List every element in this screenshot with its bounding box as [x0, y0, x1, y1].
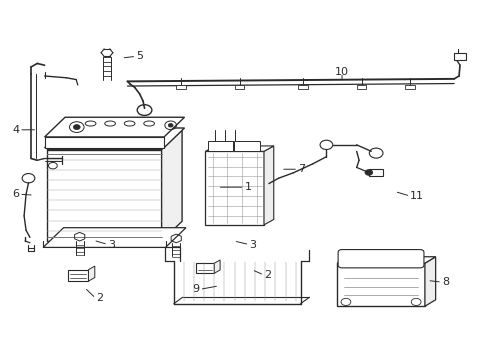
Bar — [368, 168, 383, 176]
Polygon shape — [336, 263, 424, 306]
Text: 3: 3 — [108, 239, 115, 249]
Polygon shape — [424, 257, 435, 306]
Polygon shape — [214, 260, 220, 273]
Polygon shape — [47, 149, 161, 241]
Bar — [298, 85, 307, 89]
Text: 4: 4 — [12, 125, 19, 135]
Bar — [405, 85, 414, 89]
Circle shape — [168, 123, 173, 127]
Text: 6: 6 — [12, 189, 19, 199]
Polygon shape — [205, 151, 264, 225]
Polygon shape — [88, 266, 95, 281]
Text: 7: 7 — [298, 164, 305, 174]
Text: 5: 5 — [136, 51, 143, 61]
Polygon shape — [43, 228, 185, 247]
Polygon shape — [68, 270, 88, 281]
FancyBboxPatch shape — [337, 249, 423, 268]
Text: 11: 11 — [409, 191, 424, 201]
Polygon shape — [336, 257, 435, 263]
Text: 1: 1 — [244, 182, 251, 192]
Polygon shape — [264, 146, 273, 225]
Text: 9: 9 — [192, 284, 199, 294]
Polygon shape — [44, 117, 184, 137]
Bar — [176, 85, 185, 89]
Bar — [356, 85, 366, 89]
Text: 10: 10 — [334, 67, 348, 77]
Text: 2: 2 — [264, 270, 270, 280]
Polygon shape — [161, 130, 182, 241]
Polygon shape — [44, 128, 184, 148]
Bar — [207, 140, 232, 151]
Polygon shape — [453, 53, 466, 60]
Text: 3: 3 — [249, 239, 256, 249]
Bar — [234, 85, 244, 89]
Polygon shape — [47, 130, 182, 149]
Circle shape — [73, 125, 80, 130]
Text: 8: 8 — [441, 277, 448, 287]
Text: 2: 2 — [96, 293, 102, 303]
Polygon shape — [205, 146, 273, 151]
Bar — [233, 140, 260, 151]
Polygon shape — [44, 137, 163, 148]
Polygon shape — [195, 263, 214, 273]
Circle shape — [364, 170, 372, 175]
